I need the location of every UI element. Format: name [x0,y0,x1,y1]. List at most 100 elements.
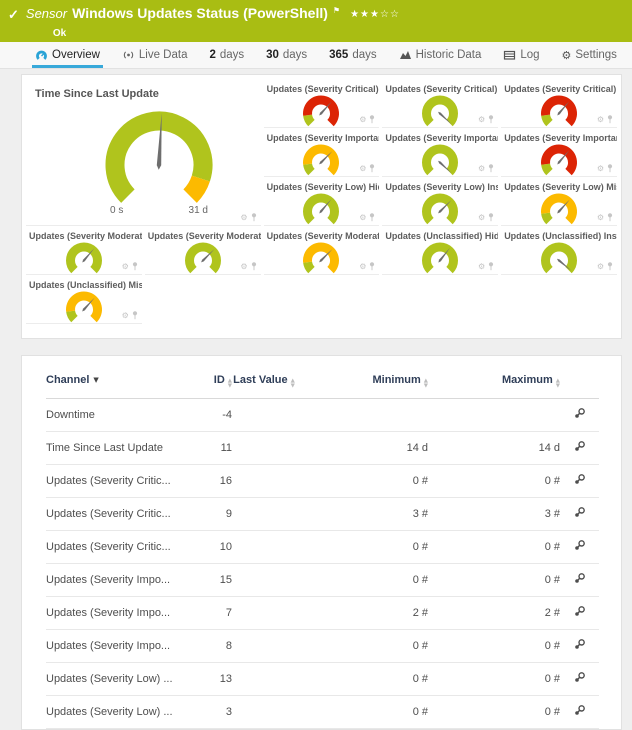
gear-icon[interactable]: ⚙ [240,263,247,271]
pin-icon[interactable] [251,213,257,222]
channel-settings-icon[interactable] [573,638,586,651]
gauge-tile[interactable]: Updates (Severity Low) Hidden⚙ [264,179,380,226]
pin-icon[interactable] [369,262,375,271]
pin-icon[interactable] [607,213,613,222]
channel-settings-icon[interactable] [573,605,586,618]
gauge-tile[interactable]: Updates (Unclassified) Install... ⚙ [501,228,617,275]
gear-icon[interactable]: ⚙ [122,312,129,320]
gear-icon[interactable]: ⚙ [597,116,604,124]
gauge-tile[interactable]: Updates (Severity Critical) Mi...⚙ [501,81,617,128]
gear-icon[interactable]: ⚙ [359,263,366,271]
gauge-label: Updates (Unclassified) Hidden [382,228,498,241]
pin-icon[interactable] [132,311,138,320]
gear-icon[interactable]: ⚙ [597,263,604,271]
channel-settings-button[interactable] [560,531,599,564]
tab-historic-data[interactable]: Historic Data [396,42,485,68]
channel-settings-icon[interactable] [573,572,586,585]
channel-settings-icon[interactable] [573,539,586,552]
channel-last-value [232,531,296,564]
tab-settings[interactable]: ⚙Settings [559,42,620,68]
pin-icon[interactable] [251,262,257,271]
column-header-id[interactable]: ID▲▼ [194,364,232,399]
channel-settings-icon[interactable] [573,506,586,519]
gauge-tile[interactable]: Updates (Unclassified) Missing⚙ [26,277,142,324]
gear-icon[interactable]: ⚙ [359,214,366,222]
gauge-tile[interactable]: Updates (Severity Critical) Ins...⚙ [382,81,498,128]
channel-settings-icon[interactable] [573,440,586,453]
small-gauge [417,143,463,177]
gear-icon[interactable]: ⚙ [240,214,247,222]
pin-icon[interactable] [607,115,613,124]
gauge-tile[interactable]: Updates (Severity Low) Missi...⚙ [501,179,617,226]
tile-actions: ⚙ [359,115,375,124]
channel-settings-icon[interactable] [573,671,586,684]
column-header-minimum[interactable]: Minimum▲▼ [296,364,428,399]
tab-log[interactable]: Log [500,42,542,68]
gauge-tile[interactable]: Updates (Severity Moderate) I...⚙ [145,228,261,275]
channel-maximum [428,399,560,432]
gear-icon[interactable]: ⚙ [359,116,366,124]
channel-settings-button[interactable] [560,630,599,663]
pin-icon[interactable] [488,213,494,222]
priority-stars[interactable]: ★★★☆☆ [350,7,400,23]
pin-icon[interactable] [369,115,375,124]
column-header-channel[interactable]: Channel▼ [46,364,194,399]
channel-settings-icon[interactable] [573,407,586,420]
channel-settings-button[interactable] [560,432,599,465]
channel-id: -4 [194,399,232,432]
tile-actions: ⚙ [122,311,138,320]
gear-icon[interactable]: ⚙ [359,165,366,173]
channel-table: Channel▼ ID▲▼ Last Value▲▼ Minimum▲▼ Max… [46,364,599,729]
pin-icon[interactable] [132,262,138,271]
pin-icon[interactable] [488,262,494,271]
gauge-tile[interactable]: Updates (Severity Critical) Hi...⚙ [264,81,380,128]
tab-label: days [220,49,244,61]
channel-settings-button[interactable] [560,564,599,597]
tab-30-days[interactable]: 30days [263,42,310,68]
gauges-panel: Time Since Last Update 0 s 31 d ⚙ Update… [21,74,622,339]
gear-icon[interactable]: ⚙ [478,116,485,124]
gear-icon[interactable]: ⚙ [597,214,604,222]
gear-icon[interactable]: ⚙ [597,165,604,173]
pin-icon[interactable] [607,164,613,173]
tab-2-days[interactable]: 2days [206,42,247,68]
channel-settings-button[interactable] [560,465,599,498]
gauge-tile[interactable]: Updates (Severity Important) ...⚙ [264,130,380,177]
gear-icon[interactable]: ⚙ [478,214,485,222]
channel-settings-icon[interactable] [573,473,586,486]
channel-minimum: 0 # [296,630,428,663]
main-gauge-scale: 0 s 31 d [74,205,244,216]
tab-365-days[interactable]: 365days [326,42,379,68]
pin-icon[interactable] [488,164,494,173]
channel-settings-button[interactable] [560,663,599,696]
tab-overview[interactable]: Overview [32,42,103,68]
gear-icon[interactable]: ⚙ [478,165,485,173]
channel-settings-button[interactable] [560,696,599,729]
tab-live-data[interactable]: Live Data [119,42,191,68]
channel-minimum: 0 # [296,564,428,597]
pin-icon[interactable] [369,213,375,222]
tile-actions: ⚙ [478,262,494,271]
gauge-label: Updates (Unclassified) Install... [501,228,617,241]
column-header-maximum[interactable]: Maximum▲▼ [428,364,560,399]
gauge-tile[interactable]: Updates (Severity Moderate) ...⚙ [264,228,380,275]
gauge-tile[interactable]: Updates (Severity Low) Install...⚙ [382,179,498,226]
pin-icon[interactable] [369,164,375,173]
main-gauge-tile[interactable]: Time Since Last Update 0 s 31 d ⚙ [26,81,261,226]
channel-settings-button[interactable] [560,498,599,531]
channel-last-value [232,498,296,531]
pin-icon[interactable] [607,262,613,271]
gauge-tile[interactable]: Updates (Severity Important) ...⚙ [382,130,498,177]
gauge-tile[interactable]: Updates (Severity Moderate) ...⚙ [26,228,142,275]
pin-icon[interactable] [488,115,494,124]
gear-icon[interactable]: ⚙ [122,263,129,271]
sort-icon: ▲▼ [556,379,560,388]
channel-settings-icon[interactable] [573,704,586,717]
gear-icon[interactable]: ⚙ [478,263,485,271]
channel-settings-button[interactable] [560,597,599,630]
flag-icon[interactable]: ⚑ [333,3,340,19]
gauge-tile[interactable]: Updates (Unclassified) Hidden ⚙ [382,228,498,275]
gauge-tile[interactable]: Updates (Severity Important) ...⚙ [501,130,617,177]
channel-settings-button[interactable] [560,399,599,432]
column-header-last-value[interactable]: Last Value▲▼ [232,364,296,399]
